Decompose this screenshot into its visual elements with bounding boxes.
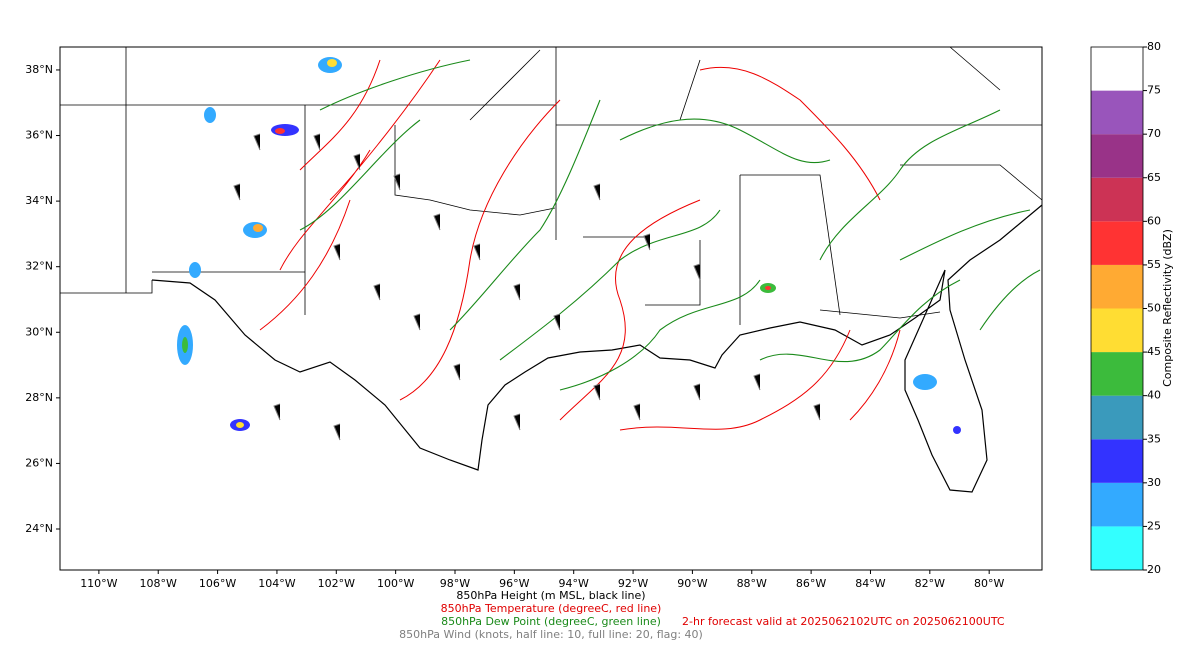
lon-tick-label: 110°W: [80, 577, 117, 590]
colorbar-tick-label: 40: [1147, 389, 1161, 402]
colorbar-segment: [1091, 177, 1143, 222]
lon-tick-label: 86°W: [796, 577, 826, 590]
colorbar-segment: [1091, 264, 1143, 309]
caption: 850hPa Height (m MSL, black line): [456, 589, 645, 602]
lat-tick-label: 24°N: [25, 522, 53, 535]
lon-tick-label: 104°W: [258, 577, 295, 590]
map-frame: [59, 46, 1043, 571]
colorbar-segment: [1091, 526, 1143, 570]
caption: 850hPa Wind (knots, half line: 10, full …: [399, 628, 703, 641]
lon-tick-label: 96°W: [499, 577, 529, 590]
colorbar-segment: [1091, 134, 1143, 178]
colorbar-tick-label: 65: [1147, 171, 1161, 184]
coastline: [151, 204, 1043, 493]
height-contour: [469, 49, 541, 121]
colorbar-tick-label: 20: [1147, 563, 1161, 576]
lat-tick-label: 36°N: [25, 129, 53, 142]
colorbar-segment: [1091, 352, 1143, 396]
colorbar-segment: [1091, 395, 1143, 440]
lat-tick-label: 38°N: [25, 63, 53, 76]
lat-tick-label: 32°N: [25, 260, 53, 273]
colorbar-segment: [1091, 47, 1143, 91]
map-axes: 110°W 108°W 106°W 104°W 102°W 100°W 98°W 96°W 94…: [25, 63, 1004, 590]
lon-tick-label: 106°W: [199, 577, 236, 590]
colorbar-tick-label: 75: [1147, 84, 1161, 97]
lon-tick-label: 92°W: [618, 577, 648, 590]
colorbar-tick-label: 30: [1147, 476, 1161, 489]
captions: 850hPa Height (m MSL, black line)850hPa …: [399, 589, 1005, 641]
colorbar-segment: [1091, 482, 1143, 527]
lat-tick-label: 28°N: [25, 391, 53, 404]
colorbar: 20 25 30 35 40 45 50 55 60 65 70 75 80 Composite Refl…: [1090, 40, 1174, 576]
lat-tick-label: 30°N: [25, 325, 53, 338]
forecast-note: 2-hr forecast valid at 2025062102UTC on …: [682, 615, 1005, 628]
state-borders: [60, 46, 1043, 325]
lon-tick-label: 90°W: [677, 577, 707, 590]
lon-tick-label: 82°W: [915, 577, 945, 590]
map-area: [59, 46, 1043, 571]
colorbar-tick-label: 25: [1147, 519, 1161, 532]
colorbar-segment: [1091, 308, 1143, 353]
lon-tick-label: 80°W: [974, 577, 1004, 590]
wind-barbs: [233, 133, 821, 441]
caption: 850hPa Dew Point (degreeC, green line): [441, 615, 661, 628]
colorbar-segment: [1091, 221, 1143, 265]
colorbar-tick-label: 70: [1147, 127, 1161, 140]
caption: 850hPa Temperature (degreeC, red line): [441, 602, 662, 615]
lat-tick-label: 34°N: [25, 194, 53, 207]
lon-tick-label: 100°W: [377, 577, 414, 590]
colorbar-tick-label: 80: [1147, 40, 1161, 53]
lon-tick-label: 108°W: [140, 577, 177, 590]
temperature-contour: [259, 59, 901, 431]
lon-tick-label: 88°W: [737, 577, 767, 590]
colorbar-tick-label: 60: [1147, 214, 1161, 227]
colorbar-tick-label: 50: [1147, 302, 1161, 315]
colorbar-tick-label: 45: [1147, 345, 1161, 358]
lon-tick-label: 84°W: [855, 577, 885, 590]
lon-tick-label: 98°W: [440, 577, 470, 590]
colorbar-segment: [1091, 439, 1143, 483]
colorbar-label: Composite Reflectivity (dBZ): [1161, 229, 1174, 387]
lon-tick-label: 102°W: [318, 577, 355, 590]
colorbar-segment: [1091, 90, 1143, 135]
lat-tick-label: 26°N: [25, 456, 53, 469]
lon-tick-label: 94°W: [559, 577, 589, 590]
reflectivity-cells: [177, 57, 961, 434]
colorbar-tick-label: 35: [1147, 432, 1161, 445]
colorbar-tick-label: 55: [1147, 258, 1161, 271]
dewpoint-contour: [299, 59, 1041, 391]
